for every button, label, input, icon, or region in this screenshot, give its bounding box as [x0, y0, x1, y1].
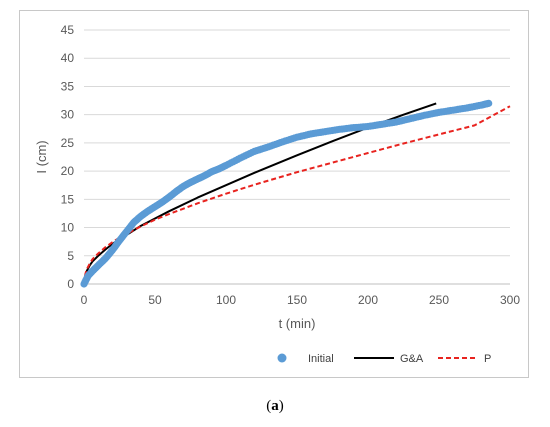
y-axis-title: I (cm) — [34, 140, 49, 173]
line-chart: 0 5 10 15 20 25 30 35 40 45 0 50 100 150 200 250 300 t (m… — [34, 23, 520, 365]
y-tick-label: 15 — [61, 192, 75, 206]
legend-label-ga: G&A — [400, 353, 424, 365]
y-tick-label: 0 — [67, 277, 74, 291]
y-tick-label: 30 — [61, 108, 75, 122]
y-tick-label: 10 — [61, 221, 75, 235]
series-line-ga — [83, 102, 437, 285]
y-tick-label: 20 — [61, 164, 75, 178]
series-line-p — [83, 105, 511, 285]
figure-caption: (a) — [0, 398, 550, 415]
x-tick-label: 200 — [358, 293, 378, 307]
y-tick-label: 35 — [61, 79, 75, 93]
y-tick-label: 25 — [61, 136, 75, 150]
y-tick-label: 5 — [67, 249, 74, 263]
x-tick-label: 300 — [500, 293, 520, 307]
caption-close: ) — [278, 398, 284, 414]
caption-open: ( — [266, 398, 272, 414]
x-tick-label: 250 — [429, 293, 449, 307]
x-tick-label: 50 — [148, 293, 162, 307]
y-tick-label: 45 — [61, 23, 75, 37]
x-tick-label: 150 — [287, 293, 307, 307]
legend-marker-initial — [277, 353, 287, 363]
data-point — [485, 99, 493, 107]
legend-label-p: P — [484, 353, 491, 365]
x-tick-label: 0 — [81, 293, 88, 307]
y-tick-label: 40 — [61, 51, 75, 65]
x-tick-label: 100 — [216, 293, 236, 307]
chart-area: 0 5 10 15 20 25 30 35 40 45 0 50 100 150 200 250 300 t (m… — [19, 10, 529, 378]
legend-label-initial: Initial — [308, 353, 334, 365]
caption-letter: a — [271, 398, 279, 414]
x-axis-title: t (min) — [279, 316, 316, 331]
